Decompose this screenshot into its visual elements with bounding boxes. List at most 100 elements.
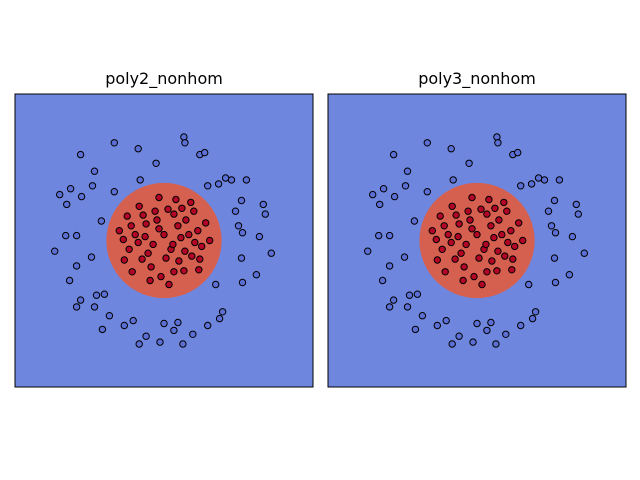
scatter-point-inner-48 [457,249,465,257]
scatter-point-inner-33 [155,193,163,202]
scatter-point-outer-10 [574,210,582,218]
scatter-point-outer-4 [494,139,502,147]
scatter-point-inner-44 [428,227,436,235]
scatter-point-outer-22 [204,321,212,330]
scatter-point-inner-0 [436,212,444,220]
scatter-point-inner-2 [153,216,161,224]
scatter-point-outer-35 [385,303,394,311]
scatter-point-inner-23 [493,267,501,275]
scatter-point-inner-24 [448,202,456,211]
scatter-point-outer-44 [401,182,410,190]
scatter-point-inner-9 [188,252,196,260]
scatter-point-inner-45 [139,211,147,219]
scatter-point-outer-6 [514,148,522,157]
scatter-point-outer-24 [179,340,187,348]
scatter-point-inner-28 [459,276,467,285]
scatter-point-outer-52 [525,280,533,289]
scatter-point-outer-33 [405,291,414,299]
scatter-point-inner-34 [500,198,508,207]
scatter-point-inner-19 [473,230,481,239]
scatter-point-outer-26 [156,338,164,346]
scatter-point-inner-32 [165,280,173,289]
scatter-point-outer-27 [455,332,463,340]
scatter-point-inner-25 [190,207,198,215]
scatter-point-inner-12 [157,272,165,281]
scatter-point-outer-55 [204,182,212,190]
scatter-point-outer-32 [403,303,412,311]
scatter-point-outer-9 [555,176,564,184]
scatter-point-outer-0 [423,139,431,147]
scatter-point-inner-18 [462,240,470,249]
scatter-points-right [364,133,588,348]
scatter-point-inner-5 [495,216,503,224]
scatter-point-outer-24 [492,340,500,348]
scatter-point-outer-26 [469,338,477,346]
scatter-point-outer-31 [411,325,420,334]
scatter-point-inner-24 [135,202,143,211]
scatter-point-outer-2 [465,159,473,168]
scatter-point-inner-37 [191,238,199,247]
scatter-point-outer-23 [502,330,510,338]
scatter-point-inner-10 [488,257,496,265]
scatter-point-outer-34 [389,296,398,304]
scatter-point-inner-35 [454,232,462,241]
scatter-point-outer-17 [580,249,588,257]
scatter-point-inner-45 [452,211,460,219]
scatter-point-inner-28 [146,276,154,285]
scatter-point-outer-30 [418,312,427,320]
scatter-point-outer-21 [215,314,224,323]
scatter-point-inner-17 [444,230,452,239]
scatter-point-inner-10 [175,257,183,265]
scatter-point-inner-29 [195,266,203,274]
scatter-point-outer-7 [527,180,536,188]
scatter-point-outer-34 [76,296,85,304]
scatter-point-outer-14 [234,222,243,230]
scatter-point-outer-15 [255,232,264,241]
scatter-point-inner-27 [485,195,493,204]
scatter-point-inner-42 [440,222,448,230]
scatter-point-inner-30 [515,219,523,227]
scatter-point-outer-48 [400,253,409,261]
scatter-point-outer-53 [238,229,247,237]
scatter-point-inner-38 [447,238,455,247]
scatter-point-outer-40 [376,200,384,209]
scatter-point-outer-36 [65,276,74,285]
subplot-title-left: poly2_nonhom [105,69,223,89]
scatter-point-inner-49 [196,255,204,263]
scatter-point-inner-40 [464,207,472,215]
scatter-point-outer-41 [379,185,388,193]
scatter-point-outer-1 [134,145,142,153]
scatter-point-inner-36 [475,254,483,262]
scatter-point-outer-4 [181,139,189,147]
scatter-point-inner-31 [128,268,136,276]
scatter-point-inner-13 [147,263,155,271]
scatter-point-outer-21 [528,314,537,323]
scatter-point-outer-27 [142,332,150,340]
scatter-point-inner-7 [194,227,202,235]
plot-frame-right [327,93,627,388]
scatter-point-outer-54 [534,174,543,182]
scatter-point-outer-52 [212,280,220,289]
scatter-point-inner-26 [433,256,441,264]
scatter-point-outer-29 [120,321,129,330]
scatter-point-inner-26 [120,256,129,264]
scatter-point-outer-42 [369,190,377,199]
scatter-point-outer-2 [152,159,160,168]
scatter-point-outer-45 [90,167,99,175]
scatter-point-outer-18 [565,271,574,279]
scatter-point-outer-43 [77,192,86,201]
scatter-point-inner-16 [119,235,128,244]
scatter-point-inner-14 [138,255,146,263]
scatter-point-outer-25 [473,319,481,328]
scatter-point-outer-43 [390,192,399,201]
scatter-point-inner-46 [178,204,186,213]
scatter-point-inner-9 [501,252,509,260]
scatter-point-outer-42 [56,190,64,199]
scatter-point-inner-3 [164,205,172,213]
scatter-point-outer-36 [378,276,387,285]
scatter-point-outer-38 [51,247,59,255]
scatter-point-inner-18 [149,240,157,249]
scatter-point-inner-43 [519,236,527,245]
scatter-point-outer-23 [189,330,197,338]
scatter-point-inner-4 [170,210,178,218]
